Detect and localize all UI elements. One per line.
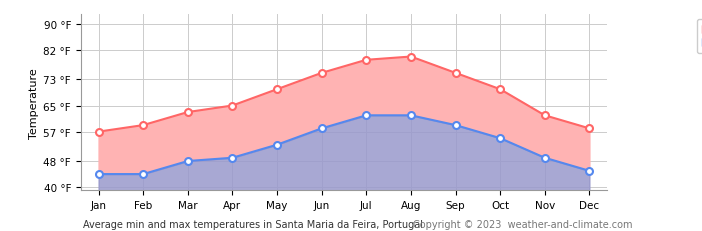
Point: [272, 88, 283, 92]
Point: [494, 137, 505, 140]
Point: [183, 111, 194, 114]
Point: [93, 173, 104, 176]
Point: [361, 114, 372, 118]
Point: [450, 124, 461, 128]
Point: [450, 72, 461, 75]
Point: [272, 143, 283, 147]
Point: [494, 88, 505, 92]
Point: [183, 159, 194, 163]
Point: [584, 127, 595, 131]
Text: Average min and max temperatures in Santa Maria da Feira, Portugal: Average min and max temperatures in Sant…: [83, 219, 423, 229]
Point: [93, 130, 104, 134]
Point: [361, 59, 372, 62]
Y-axis label: Temperature: Temperature: [29, 68, 39, 138]
Text: Copyright © 2023  weather-and-climate.com: Copyright © 2023 weather-and-climate.com: [413, 219, 633, 229]
Point: [227, 156, 238, 160]
Point: [584, 169, 595, 173]
Legend: Max temp, Min temp: Max temp, Min temp: [697, 20, 702, 54]
Point: [539, 156, 550, 160]
Point: [316, 127, 327, 131]
Point: [405, 114, 416, 118]
Point: [539, 114, 550, 118]
Point: [316, 72, 327, 75]
Point: [227, 104, 238, 108]
Point: [138, 173, 149, 176]
Point: [405, 55, 416, 59]
Point: [138, 124, 149, 128]
